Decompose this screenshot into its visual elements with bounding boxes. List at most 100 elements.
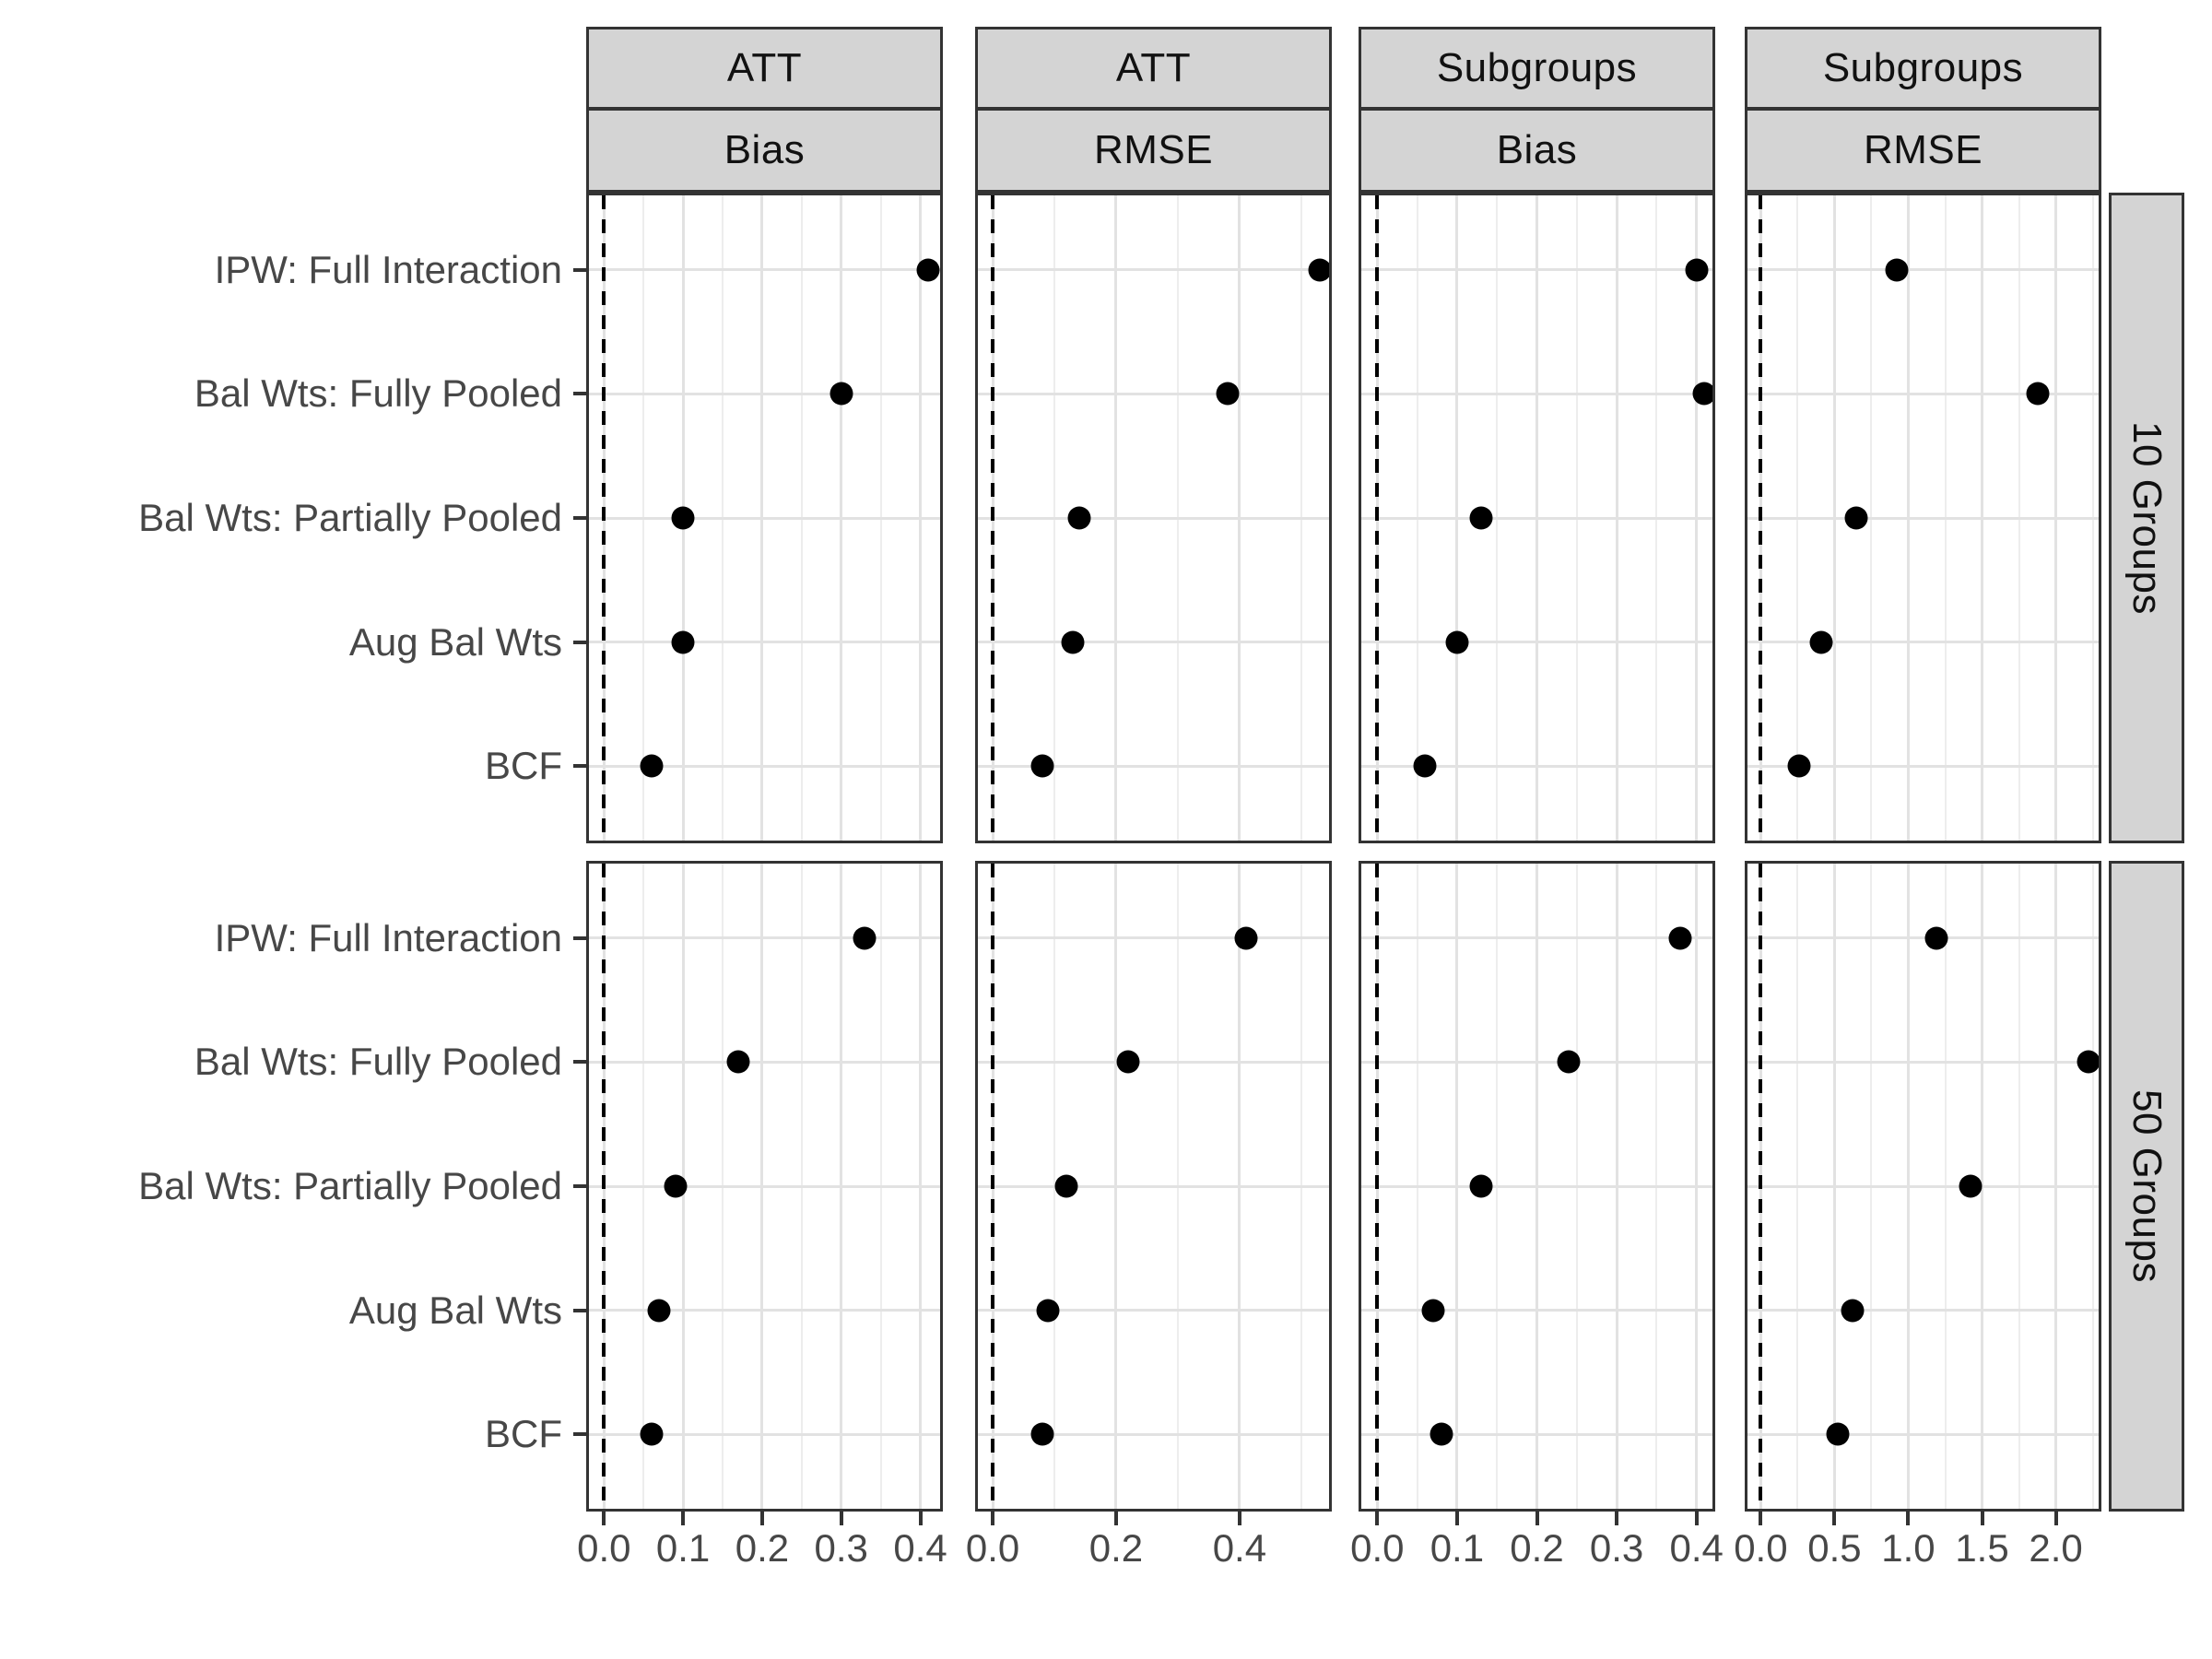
facet-col-strip-estimand: ATT (586, 27, 943, 110)
x-axis-tick (1980, 1512, 1984, 1525)
zero-reference-line (1375, 195, 1380, 841)
x-axis-label: 0.2 (735, 1526, 790, 1570)
panel-plot-area (1361, 195, 1712, 841)
gridline-horizontal (1747, 268, 2099, 272)
data-point (1787, 754, 1811, 778)
panel-50-groups-att-rmse (975, 861, 1332, 1512)
x-axis-label: 0.0 (1350, 1526, 1405, 1570)
x-axis-tick (2053, 1512, 2058, 1525)
panel-plot-area (589, 195, 940, 841)
x-axis-tick (602, 1512, 606, 1525)
facet-col-strip-estimand-label: Subgroups (1436, 45, 1638, 90)
data-point (1030, 754, 1054, 778)
panel-plot-area (1361, 864, 1712, 1509)
gridline-horizontal (978, 1309, 1329, 1312)
gridline-horizontal (589, 516, 940, 520)
zero-reference-line (1759, 195, 1763, 841)
panel-plot-area (1747, 195, 2099, 841)
data-point (916, 258, 940, 282)
x-axis-label: 0.2 (1088, 1526, 1144, 1570)
gridline-horizontal (1361, 268, 1712, 272)
gridline-horizontal (978, 1432, 1329, 1436)
data-point (853, 926, 877, 950)
panel-50-groups-att-bias (586, 861, 943, 1512)
facet-col-strip-metric: RMSE (975, 108, 1332, 193)
x-axis-tick (1113, 1512, 1118, 1525)
x-axis-tick (991, 1512, 995, 1525)
facet-col-strip-estimand-label: ATT (726, 45, 803, 90)
x-axis-tick (1694, 1512, 1699, 1525)
data-point (1959, 1174, 1983, 1198)
y-axis-label: Bal Wts: Fully Pooled (194, 1040, 562, 1084)
data-point (1885, 258, 1909, 282)
gridline-horizontal (978, 516, 1329, 520)
data-point (1413, 754, 1437, 778)
x-axis-label: 0.2 (1510, 1526, 1564, 1570)
gridline-horizontal (1747, 1184, 2099, 1188)
facet-col-strip-metric-label: RMSE (1863, 127, 1983, 172)
data-point (1692, 382, 1712, 406)
data-point (647, 1299, 671, 1323)
x-axis-label: 2.0 (2029, 1526, 2083, 1570)
y-axis-tick (573, 1432, 586, 1437)
facet-col-strip-metric: Bias (586, 108, 943, 193)
gridline-horizontal (978, 641, 1329, 644)
y-axis-tick (573, 516, 586, 520)
y-axis-label: Aug Bal Wts (348, 1288, 562, 1332)
x-axis-label: 0.3 (1589, 1526, 1644, 1570)
facet-col-strip-estimand: Subgroups (1359, 27, 1715, 110)
data-point (1030, 1422, 1054, 1446)
data-point (1061, 630, 1085, 654)
facet-col-strip-metric-label: Bias (1496, 127, 1578, 172)
x-axis-tick (681, 1512, 686, 1525)
facet-col-strip-metric-label: Bias (724, 127, 806, 172)
y-axis-tick (573, 640, 586, 644)
x-axis-tick (1615, 1512, 1619, 1525)
y-axis-tick (573, 1308, 586, 1312)
y-axis-tick (573, 935, 586, 940)
panel-plot-area (589, 864, 940, 1509)
facet-col-strip-estimand: ATT (975, 27, 1332, 110)
gridline-horizontal (1747, 1432, 2099, 1436)
panel-50-groups-subgroups-rmse (1745, 861, 2101, 1512)
data-point (1067, 506, 1091, 530)
facet-col-strip-estimand: Subgroups (1745, 27, 2101, 110)
data-point (1430, 1422, 1453, 1446)
zero-reference-line (602, 195, 606, 841)
data-point (1668, 926, 1692, 950)
data-point (671, 630, 695, 654)
data-point (1685, 258, 1709, 282)
y-axis-label: Aug Bal Wts (348, 619, 562, 664)
y-axis-label: Bal Wts: Partially Pooled (138, 496, 562, 539)
x-axis-label: 0.4 (1669, 1526, 1724, 1570)
x-axis-label: 0.0 (965, 1526, 1020, 1570)
data-point (1421, 1299, 1445, 1323)
data-point (1445, 630, 1469, 654)
zero-reference-line (1759, 864, 1763, 1509)
y-axis-label: Bal Wts: Fully Pooled (194, 371, 562, 416)
data-point (664, 1174, 688, 1198)
zero-reference-line (1375, 864, 1380, 1509)
panel-10-groups-subgroups-rmse (1745, 193, 2101, 843)
data-point (1469, 506, 1493, 530)
panel-plot-area (1747, 864, 2099, 1509)
data-point (1809, 630, 1833, 654)
gridline-horizontal (978, 936, 1329, 940)
facet-row-strip-label: 10 Groups (2124, 421, 2170, 615)
y-axis-tick (573, 1184, 586, 1188)
x-axis-label: 1.5 (1955, 1526, 2009, 1570)
data-point (1826, 1422, 1850, 1446)
data-point (671, 506, 695, 530)
x-axis-label: 0.0 (1734, 1526, 1788, 1570)
x-axis-tick (839, 1512, 843, 1525)
panel-10-groups-att-bias (586, 193, 943, 843)
gridline-horizontal (978, 764, 1329, 768)
data-point (1924, 926, 1948, 950)
x-axis-label: 0.4 (893, 1526, 947, 1570)
gridline-horizontal (1361, 1432, 1712, 1436)
y-axis-tick (573, 392, 586, 396)
data-point (1557, 1050, 1581, 1074)
gridline-horizontal (1747, 936, 2099, 940)
gridline-horizontal (589, 268, 940, 272)
x-axis-label: 0.3 (814, 1526, 868, 1570)
